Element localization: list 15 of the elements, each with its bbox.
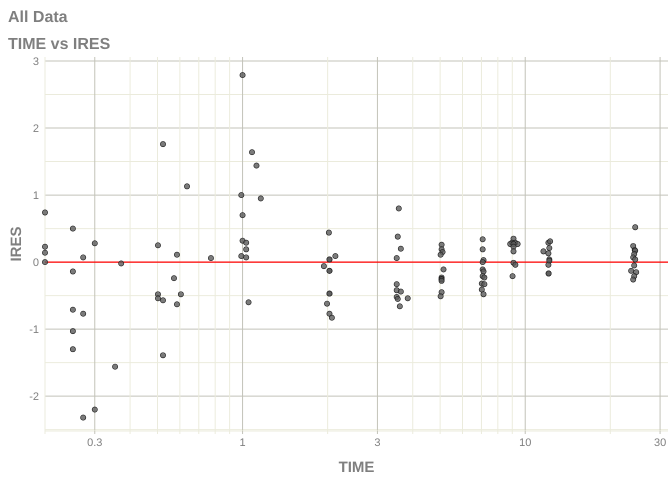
y-tick-label: 0 xyxy=(32,256,39,269)
x-tick-label: 10 xyxy=(519,437,532,449)
y-tick-label: 3 xyxy=(32,56,39,68)
y-tick-label: -1 xyxy=(29,324,39,336)
x-tick-label: 0.3 xyxy=(87,437,102,449)
y-tick-label: 2 xyxy=(32,122,39,135)
chart-subtitle: TIME vs IRES xyxy=(8,36,111,53)
x-tick-label: 3 xyxy=(374,437,380,449)
y-tick-label: 1 xyxy=(32,190,39,202)
x-axis-title: TIME xyxy=(338,459,374,476)
x-tick-label: 30 xyxy=(654,437,666,449)
x-tick-label: 1 xyxy=(240,437,246,449)
y-axis-title: IRES xyxy=(8,226,25,262)
chart-title: All Data xyxy=(8,9,68,26)
y-tick-label: -2 xyxy=(29,390,39,403)
